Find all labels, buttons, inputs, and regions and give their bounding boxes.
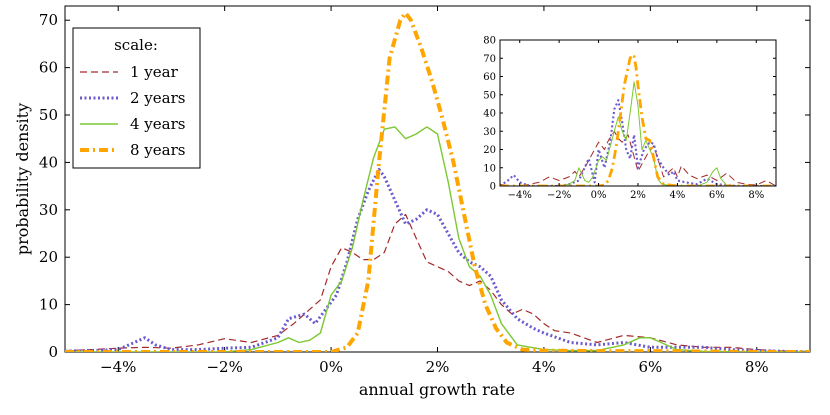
- inset-plot-background: [500, 40, 776, 186]
- legend-title: scale:: [114, 36, 158, 54]
- main-y-tick-label: 50: [39, 106, 58, 124]
- inset-y-tick-label: 60: [483, 72, 496, 83]
- legend-entry-4-years: 4 years: [130, 115, 185, 133]
- legend-entry-2-years: 2 years: [130, 89, 185, 107]
- inset-y-tick-label: 70: [483, 54, 496, 65]
- main-x-tick-label: 0%: [319, 358, 343, 376]
- legend-entry-8-years: 8 years: [130, 141, 185, 159]
- main-x-tick-label: 6%: [638, 358, 662, 376]
- main-y-tick-label: 60: [39, 59, 58, 77]
- inset-x-tick-label: 8%: [748, 190, 764, 201]
- inset-y-tick-label: 30: [483, 127, 496, 138]
- main-y-tick-label: 70: [39, 11, 58, 29]
- inset-axis-ticks: −4% −2% 0% 2% 4% 6% 8% 0 10 20 30 40 50 60 70 80: [483, 36, 776, 201]
- y-axis-label: probability density: [13, 103, 32, 255]
- inset-series-line-1: [500, 130, 776, 186]
- main-x-tick-label: −4%: [100, 358, 136, 376]
- inset-y-tick-label: 50: [483, 90, 496, 101]
- main-y-tick-label: 40: [39, 153, 58, 171]
- main-series-line-4: [65, 11, 810, 352]
- main-series-line-2: [65, 168, 810, 352]
- main-series-lines: [65, 11, 810, 352]
- main-y-tick-label: 10: [39, 296, 58, 314]
- legend: scale: 1 year 2 years 4 years 8 years: [72, 27, 201, 169]
- main-series-line-3: [65, 126, 810, 352]
- main-y-tick-label: 20: [39, 248, 58, 266]
- inset-x-tick-label: 0%: [591, 190, 607, 201]
- inset-x-tick-label: −2%: [547, 190, 571, 201]
- x-axis-label: annual growth rate: [359, 380, 515, 399]
- main-x-tick-label: 4%: [532, 358, 556, 376]
- inset-y-tick-label: 80: [483, 36, 496, 47]
- inset-series-line-4: [500, 53, 776, 186]
- inset-y-tick-label: 0: [490, 182, 496, 193]
- inset-y-tick-label: 10: [483, 163, 496, 174]
- main-y-tick-label: 30: [39, 201, 58, 219]
- legend-entry-1-year: 1 year: [130, 63, 179, 81]
- main-y-tick-label: 0: [48, 343, 58, 361]
- inset-x-tick-label: 4%: [669, 190, 685, 201]
- main-x-tick-label: 8%: [745, 358, 769, 376]
- main-series-line-1: [65, 213, 810, 352]
- inset-x-tick-label: −4%: [508, 190, 532, 201]
- inset-x-tick-label: 2%: [630, 190, 646, 201]
- inset-x-tick-label: 6%: [709, 190, 725, 201]
- inset-series-line-3: [500, 81, 776, 186]
- main-x-tick-label: −2%: [206, 358, 242, 376]
- inset-y-tick-label: 20: [483, 145, 496, 156]
- main-x-tick-label: 2%: [426, 358, 450, 376]
- inset-series-lines: [500, 53, 776, 186]
- inset-y-tick-label: 40: [483, 109, 496, 120]
- main-axis-ticks: −4% −2% 0% 2% 4% 6% 8% 0 10 20 30 40 50 60 70: [39, 6, 810, 376]
